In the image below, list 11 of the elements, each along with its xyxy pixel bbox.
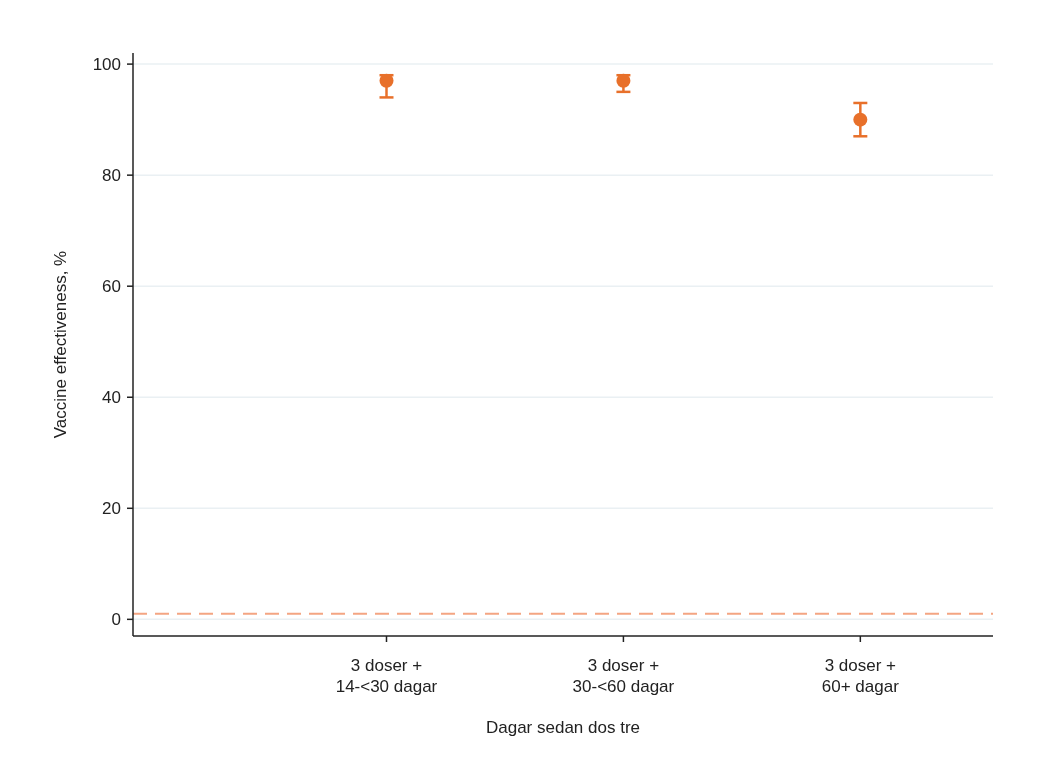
x-axis-title: Dagar sedan dos tre xyxy=(485,718,641,737)
y-tick-label: 40 xyxy=(102,388,121,408)
x-tick-label: 3 doser + 14-<30 dagar xyxy=(335,656,438,696)
y-tick-label: 0 xyxy=(111,610,121,630)
x-tick-label: 3 doser + 60+ dagar xyxy=(821,656,900,696)
y-tick-label: 100 xyxy=(92,55,121,75)
y-tick-label: 20 xyxy=(102,499,121,519)
y-axis-title: Vaccine effectiveness, % xyxy=(51,250,70,439)
y-tick-label: 60 xyxy=(102,277,121,297)
x-tick-label: 3 doser + 30-<60 dagar xyxy=(572,656,675,696)
y-tick-label: 80 xyxy=(102,166,121,186)
